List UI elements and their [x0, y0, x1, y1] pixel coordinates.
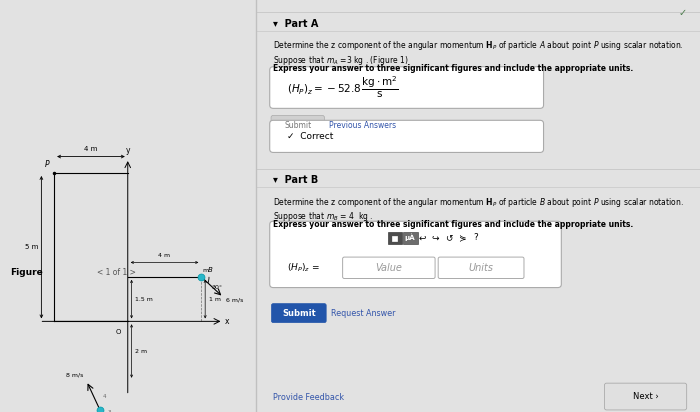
- FancyBboxPatch shape: [402, 232, 418, 244]
- Text: $(H_P)_z$ =: $(H_P)_z$ =: [286, 262, 320, 274]
- Text: ▾  Part A: ▾ Part A: [273, 19, 318, 28]
- Text: x: x: [225, 317, 230, 326]
- Text: m: m: [202, 268, 209, 273]
- Text: $(H_P)_z = -52.8\,\dfrac{\mathrm{kg\cdot m^2}}{\mathrm{s}}$: $(H_P)_z = -52.8\,\dfrac{\mathrm{kg\cdot…: [286, 75, 398, 100]
- Text: ✓  Correct: ✓ Correct: [286, 132, 333, 141]
- Text: Submit: Submit: [282, 309, 316, 318]
- Text: Suppose that $m_B$ = 4  kg .: Suppose that $m_B$ = 4 kg .: [273, 210, 374, 223]
- FancyBboxPatch shape: [271, 115, 324, 135]
- Text: Submit: Submit: [284, 121, 312, 130]
- Text: ?: ?: [473, 233, 478, 242]
- Text: O: O: [116, 329, 121, 335]
- Text: Provide Feedback: Provide Feedback: [273, 393, 344, 402]
- Text: < 1 of 1 >: < 1 of 1 >: [97, 268, 136, 277]
- Text: Determine the z component of the angular momentum $\mathbf{H}_P$ of particle $B$: Determine the z component of the angular…: [273, 196, 684, 209]
- Text: Express your answer to three significant figures and include the appropriate uni: Express your answer to three significant…: [273, 220, 634, 229]
- Text: μÀ: μÀ: [405, 234, 416, 241]
- Text: 1 m: 1 m: [209, 297, 221, 302]
- FancyBboxPatch shape: [270, 120, 543, 152]
- Text: 30°: 30°: [211, 285, 223, 290]
- Text: 2 m: 2 m: [135, 349, 148, 353]
- Text: ↪: ↪: [432, 233, 440, 242]
- Text: Determine the z component of the angular momentum $\mathbf{H}_P$ of particle $A$: Determine the z component of the angular…: [273, 39, 684, 52]
- FancyBboxPatch shape: [270, 221, 561, 288]
- Text: ▾  Part B: ▾ Part B: [273, 175, 318, 185]
- Text: ↺: ↺: [445, 233, 453, 242]
- Text: 3: 3: [108, 410, 111, 412]
- Text: 4 m: 4 m: [158, 253, 171, 258]
- Text: B: B: [208, 267, 213, 273]
- FancyBboxPatch shape: [438, 257, 524, 279]
- FancyBboxPatch shape: [604, 383, 687, 410]
- FancyBboxPatch shape: [272, 304, 326, 323]
- Text: P: P: [44, 160, 49, 169]
- Text: y: y: [125, 146, 130, 155]
- Text: ↩: ↩: [419, 233, 426, 242]
- Text: Value: Value: [375, 263, 402, 273]
- Text: ✓: ✓: [678, 8, 687, 18]
- Text: 4: 4: [103, 394, 106, 399]
- Text: 1.5 m: 1.5 m: [135, 297, 153, 302]
- Text: Next ›: Next ›: [633, 392, 659, 401]
- Text: 8 m/s: 8 m/s: [66, 372, 84, 377]
- FancyBboxPatch shape: [389, 232, 402, 244]
- Text: 5 m: 5 m: [25, 244, 38, 250]
- Text: Units: Units: [469, 263, 493, 273]
- FancyBboxPatch shape: [391, 236, 397, 241]
- Text: Previous Answers: Previous Answers: [329, 121, 396, 130]
- FancyBboxPatch shape: [342, 257, 435, 279]
- FancyBboxPatch shape: [270, 67, 543, 108]
- Text: Figure: Figure: [10, 268, 43, 277]
- Text: Express your answer to three significant figures and include the appropriate uni: Express your answer to three significant…: [273, 64, 634, 73]
- Text: 6 m/s: 6 m/s: [226, 297, 244, 302]
- Text: Suppose that $m_A$ =3 kg . (Figure 1): Suppose that $m_A$ =3 kg . (Figure 1): [273, 54, 409, 67]
- Text: Request Answer: Request Answer: [331, 309, 395, 318]
- Text: 4 m: 4 m: [84, 146, 97, 152]
- Text: ⋟: ⋟: [458, 233, 466, 242]
